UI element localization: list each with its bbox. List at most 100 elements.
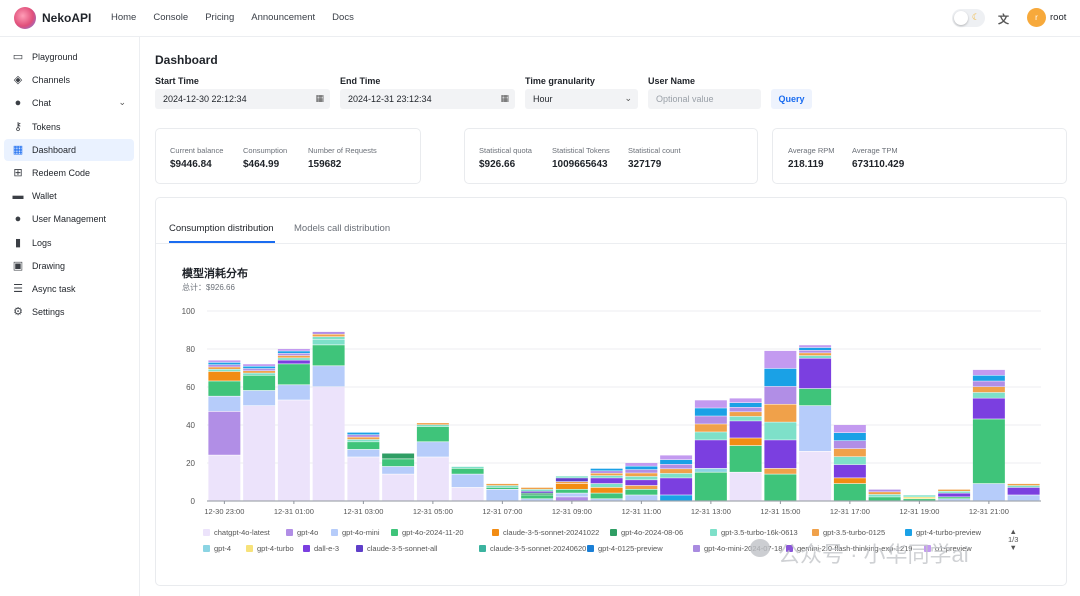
username[interactable]: root — [1050, 12, 1067, 23]
legend-item[interactable]: gpt-3.5-turbo-0125 — [812, 528, 885, 537]
start-time-field[interactable]: 2024-12-30 22:12:34 ▦ — [155, 89, 330, 109]
sidebar-item-wallet[interactable]: ▬ Wallet — [4, 185, 134, 207]
legend-swatch — [924, 545, 931, 552]
bar-segment — [799, 345, 832, 348]
top-nav: Home Console Pricing Announcement Docs — [111, 12, 371, 23]
bar-segment — [590, 471, 623, 473]
bar-segment — [347, 442, 380, 450]
x-tick-label: 12-31 17:00 — [830, 507, 870, 516]
bar-segment — [625, 485, 658, 489]
nav-pricing[interactable]: Pricing — [205, 12, 235, 23]
brand-name[interactable]: NekoAPI — [42, 11, 92, 25]
sidebar-item-user-management[interactable]: ● User Management — [4, 208, 134, 230]
nav-docs[interactable]: Docs — [332, 12, 354, 23]
legend-item[interactable]: gpt-4o — [286, 528, 318, 537]
bar-segment — [277, 385, 310, 400]
legend-prev-icon[interactable]: ▲ — [1009, 527, 1017, 536]
bar-segment — [868, 494, 901, 497]
stat-label: Statistical Tokens — [552, 146, 610, 155]
legend-item[interactable]: gpt-4-turbo-preview — [905, 528, 981, 537]
legend-item[interactable]: claude-3-5-sonnet-20241022 — [492, 528, 599, 537]
bar-segment — [1007, 483, 1040, 486]
stat-value: $464.99 — [243, 159, 280, 170]
sidebar-item-redeem-code[interactable]: ⊞ Redeem Code — [4, 162, 134, 184]
tab-models-call-distribution[interactable]: Models call distribution — [294, 223, 391, 234]
dashboard-icon: ▦ — [12, 143, 24, 156]
legend-item[interactable]: gpt-4o-mini — [331, 528, 380, 537]
bar-segment — [972, 419, 1005, 484]
legend-swatch — [479, 545, 486, 552]
legend-item[interactable]: gpt-4 — [203, 544, 231, 553]
sidebar-item-playground[interactable]: ▭ Playground — [4, 46, 134, 68]
sidebar-item-settings[interactable]: ⚙ Settings — [4, 301, 134, 323]
sidebar-item-label: Async task — [32, 284, 76, 294]
nav-console[interactable]: Console — [153, 12, 189, 23]
bar-segment — [555, 489, 588, 493]
legend-next-icon[interactable]: ▼ — [1009, 543, 1017, 552]
sidebar-item-chat[interactable]: ● Chat ⌄ — [4, 92, 134, 114]
user-name-label: User Name — [648, 76, 696, 86]
avatar[interactable]: r — [1027, 8, 1046, 27]
stat-value: 673110.429 — [852, 159, 905, 170]
legend-item[interactable]: chatgpt-4o-latest — [203, 528, 270, 537]
granularity-select[interactable]: Hour ⌄ — [525, 89, 638, 109]
legend-item[interactable]: gpt-4-0125-preview — [587, 544, 663, 553]
end-time-field[interactable]: 2024-12-31 23:12:34 ▦ — [340, 89, 515, 109]
stat-consumption: Consumption $464.99 — [243, 146, 287, 170]
query-button[interactable]: Query — [771, 89, 812, 109]
chart-panel: Consumption distribution Models call dis… — [155, 197, 1067, 586]
legend-item[interactable]: gpt-4-turbo — [246, 544, 294, 553]
bar-segment — [660, 478, 693, 495]
bar-segment — [521, 487, 554, 490]
legend-item[interactable]: claude-3-5-sonnet-all — [356, 544, 437, 553]
bar-segment — [903, 497, 936, 499]
sidebar-item-async-task[interactable]: ☰ Async task — [4, 278, 134, 300]
legend-item[interactable]: gpt-4o-2024-11-20 — [391, 528, 464, 537]
stat-card-quota: Statistical quota $926.66 Statistical To… — [464, 128, 758, 184]
bar-segment — [347, 457, 380, 501]
legend-item[interactable]: claude-3-5-sonnet-20240620 — [479, 544, 586, 553]
sidebar-item-tokens[interactable]: ⚷ Tokens — [4, 116, 134, 138]
top-navbar: NekoAPI Home Console Pricing Announcemen… — [0, 0, 1080, 37]
legend-item[interactable]: gemini-2.0-flash-thinking-exp-1219 — [786, 544, 912, 553]
legend-item[interactable]: o1-preview — [924, 544, 972, 553]
sidebar-item-channels[interactable]: ◈ Channels — [4, 69, 134, 91]
bar-segment — [451, 487, 484, 501]
bar-segment — [208, 396, 241, 412]
nav-home[interactable]: Home — [111, 12, 137, 23]
translate-icon[interactable]: 文 — [998, 14, 1009, 26]
bar-segment — [833, 464, 866, 478]
bar-segment — [868, 489, 901, 492]
sidebar-item-logs[interactable]: ▮ Logs — [4, 232, 134, 254]
bar-segment — [764, 368, 797, 387]
x-tick-label: 12-30 23:00 — [204, 507, 244, 516]
nav-announcement[interactable]: Announcement — [251, 12, 316, 23]
theme-toggle[interactable]: ☾ — [952, 9, 985, 27]
bar-segment — [799, 347, 832, 351]
bar-segment — [451, 468, 484, 474]
nekoapi-logo-icon[interactable] — [14, 7, 36, 29]
bar-segment — [521, 499, 554, 501]
x-tick-label: 12-31 21:00 — [969, 507, 1009, 516]
bar-segment — [972, 483, 1005, 501]
sidebar-item-drawing[interactable]: ▣ Drawing — [4, 255, 134, 277]
calendar-icon[interactable]: ▦ — [315, 93, 324, 103]
legend-pager[interactable]: ▲ 1/3 ▼ — [1008, 528, 1018, 552]
stat-statistical-quota: Statistical quota $926.66 — [479, 146, 532, 170]
legend-item[interactable]: gpt-3.5-turbo-16k-0613 — [710, 528, 798, 537]
layers-icon: ◈ — [13, 74, 23, 87]
user-name-input[interactable]: Optional value — [648, 89, 761, 109]
legend-item[interactable]: dall-e-3 — [303, 544, 339, 553]
bar-segment — [416, 442, 449, 457]
sidebar-item-dashboard[interactable]: ▦ Dashboard — [4, 138, 134, 161]
stat-current-balance: Current balance $9446.84 — [170, 146, 223, 170]
legend-item[interactable]: gpt-4o-2024-08-06 — [610, 528, 683, 537]
tab-consumption-distribution[interactable]: Consumption distribution — [169, 223, 274, 234]
legend-item[interactable]: gpt-4o-mini-2024-07-18 — [693, 544, 782, 553]
calendar-icon[interactable]: ▦ — [500, 93, 509, 103]
stat-value: 1009665643 — [552, 159, 608, 170]
bar-segment — [764, 350, 797, 369]
x-tick-label: 12-31 09:00 — [552, 507, 592, 516]
bar-segment — [833, 425, 866, 433]
chevron-down-icon[interactable]: ⌄ — [118, 97, 126, 108]
